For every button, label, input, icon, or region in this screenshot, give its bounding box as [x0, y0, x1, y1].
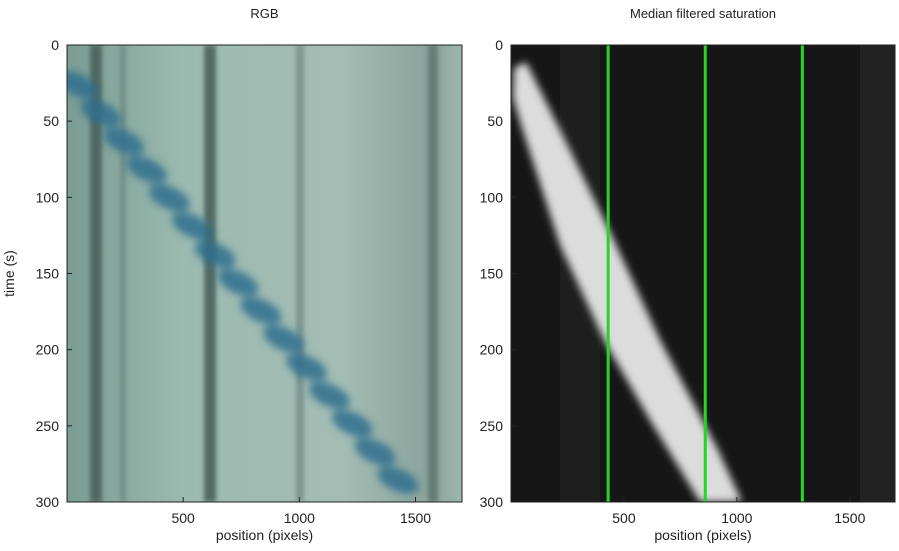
- image-blob: [263, 325, 305, 353]
- saturation-image: [511, 45, 895, 502]
- y-tick-label: 250: [480, 418, 504, 434]
- image-blob: [194, 240, 236, 268]
- y-tick-label: 100: [480, 189, 504, 205]
- x-tick-label: 1500: [400, 510, 431, 526]
- x-axis-label: position (pixels): [654, 527, 751, 543]
- image-blob: [171, 212, 213, 240]
- y-tick-label: 150: [480, 266, 504, 282]
- image-blob: [354, 438, 396, 466]
- image-blob: [217, 268, 259, 297]
- x-tick-label: 500: [612, 510, 636, 526]
- image-blob: [148, 184, 190, 212]
- y-tick-label: 200: [36, 342, 60, 358]
- y-tick-label: 250: [36, 418, 60, 434]
- image-blob: [67, 71, 99, 99]
- rgb-image: [67, 45, 462, 502]
- y-axis-label: time (s): [1, 250, 17, 297]
- image-blob: [80, 99, 122, 127]
- y-tick-label: 0: [51, 37, 59, 53]
- y-tick-label: 150: [36, 266, 60, 282]
- x-axis-label: position (pixels): [216, 527, 313, 543]
- image-blob: [331, 409, 373, 438]
- image-blob: [308, 381, 350, 409]
- x-tick-label: 1000: [721, 510, 752, 526]
- y-tick-label: 200: [480, 342, 504, 358]
- image-blob: [377, 466, 419, 494]
- y-tick-label: 50: [43, 113, 59, 129]
- x-tick-label: 500: [171, 510, 195, 526]
- panel-title: Median filtered saturation: [630, 6, 776, 21]
- image-blob: [286, 353, 328, 381]
- y-tick-label: 50: [487, 113, 503, 129]
- image-blob: [126, 156, 168, 184]
- x-tick-label: 1000: [284, 510, 315, 526]
- image-blob: [240, 297, 282, 325]
- image-blob: [103, 127, 145, 156]
- y-tick-label: 300: [480, 494, 504, 510]
- y-tick-label: 300: [36, 494, 60, 510]
- panel-title: RGB: [250, 6, 278, 21]
- y-tick-label: 0: [495, 37, 503, 53]
- x-tick-label: 1500: [834, 510, 865, 526]
- y-tick-label: 100: [36, 189, 60, 205]
